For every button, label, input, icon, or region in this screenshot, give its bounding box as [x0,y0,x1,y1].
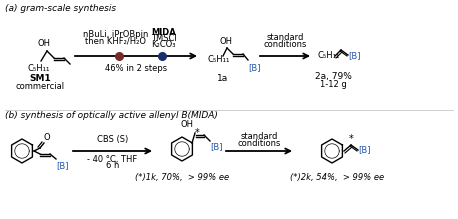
Text: C₅H₁₁: C₅H₁₁ [318,51,340,60]
Text: conditions: conditions [263,40,307,49]
Text: SM1: SM1 [29,74,51,83]
Text: standard: standard [266,33,304,42]
Text: (*)2k, 54%,  > 99% ee: (*)2k, 54%, > 99% ee [290,173,384,182]
Text: [B]: [B] [348,51,360,60]
Text: OH: OH [219,37,233,46]
Text: conditions: conditions [237,139,281,148]
Text: nBuLi, iPrOBpin: nBuLi, iPrOBpin [83,30,148,39]
Text: 6 h: 6 h [106,161,119,170]
Text: 46% in 2 steps: 46% in 2 steps [105,64,167,73]
Text: - 40 °C, THF: - 40 °C, THF [87,155,137,164]
Text: *: * [349,134,354,144]
Text: OH: OH [180,120,193,129]
Text: K₂CO₃: K₂CO₃ [151,40,176,49]
Text: 2a, 79%: 2a, 79% [315,72,351,81]
Text: [B]: [B] [248,63,261,72]
Text: O: O [44,133,51,142]
Text: MIDA: MIDA [151,28,176,37]
Text: commercial: commercial [16,82,65,91]
Text: (a) gram-scale synthesis: (a) gram-scale synthesis [5,4,116,13]
Text: [B]: [B] [358,145,371,154]
Text: TMSCl: TMSCl [151,34,176,43]
Text: [B]: [B] [210,142,223,151]
Text: [B]: [B] [56,161,69,170]
Text: then KHF₂/H₂O: then KHF₂/H₂O [85,37,146,46]
Text: *: * [195,128,200,138]
Text: (*)1k, 70%,  > 99% ee: (*)1k, 70%, > 99% ee [135,173,229,182]
Text: (b) synthesis of optically active allenyl B(MIDA): (b) synthesis of optically active alleny… [5,111,218,120]
Text: 1a: 1a [218,74,229,83]
Text: C₅H₁₁: C₅H₁₁ [28,64,50,73]
Text: OH: OH [38,39,50,48]
Text: CBS (S): CBS (S) [97,135,128,144]
Text: 1-12 g: 1-12 g [320,80,346,89]
Text: C₅H₁₁: C₅H₁₁ [207,55,229,65]
Text: standard: standard [240,132,278,141]
